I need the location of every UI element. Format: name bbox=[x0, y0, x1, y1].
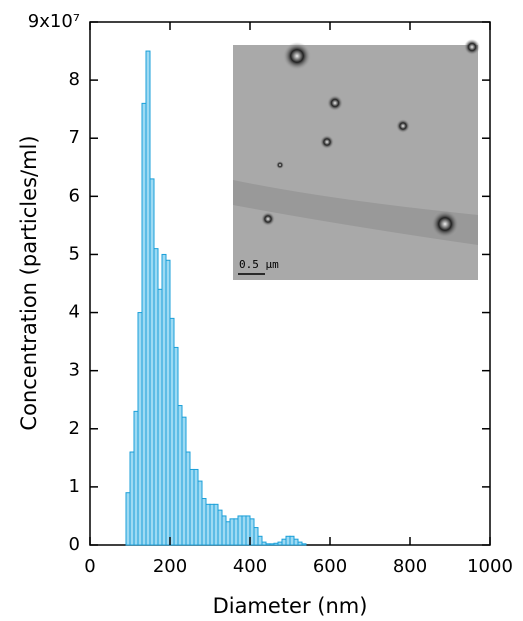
inset-image: 0.5 μm bbox=[233, 39, 480, 280]
bar bbox=[189, 468, 195, 546]
bar bbox=[133, 410, 139, 546]
bar bbox=[281, 538, 287, 546]
bar bbox=[129, 451, 135, 546]
y-tick-label: 3 bbox=[69, 360, 80, 381]
y-tick-label: 5 bbox=[69, 243, 80, 264]
y-tick-label: 4 bbox=[69, 302, 80, 323]
bar bbox=[229, 518, 235, 546]
bar bbox=[137, 312, 143, 546]
scale-bar-label: 0.5 μm bbox=[239, 258, 279, 271]
x-tick-label: 0 bbox=[84, 556, 95, 577]
bar bbox=[181, 416, 187, 546]
bar bbox=[265, 543, 271, 546]
x-tick-label: 200 bbox=[153, 556, 187, 577]
bar bbox=[273, 542, 279, 546]
x-tick-label: 400 bbox=[233, 556, 267, 577]
bar bbox=[157, 288, 163, 546]
bar bbox=[141, 102, 147, 546]
y-tick-label: 7 bbox=[69, 127, 80, 148]
y-tick-label: 2 bbox=[69, 418, 80, 439]
y-axis-title: Concentration (particles/ml) bbox=[17, 135, 41, 430]
bar bbox=[225, 521, 231, 546]
bar bbox=[177, 405, 183, 546]
bar bbox=[209, 503, 215, 546]
y-tick-label: 0 bbox=[69, 534, 80, 555]
bar bbox=[301, 543, 307, 546]
x-tick-label: 800 bbox=[393, 556, 427, 577]
x-tick-label: 600 bbox=[313, 556, 347, 577]
bar bbox=[197, 480, 203, 546]
bar bbox=[193, 468, 199, 546]
bar bbox=[205, 503, 211, 546]
x-axis-title: Diameter (nm) bbox=[213, 594, 368, 618]
bar bbox=[221, 515, 227, 546]
x-tick-label: 1000 bbox=[467, 556, 513, 577]
bar bbox=[237, 515, 243, 546]
bar bbox=[213, 503, 219, 546]
y-tick-label: 1 bbox=[69, 476, 80, 497]
bar bbox=[125, 492, 131, 546]
bar bbox=[173, 346, 179, 546]
bar bbox=[201, 498, 207, 546]
bar bbox=[149, 178, 155, 546]
y-tick-label: 9x10⁷ bbox=[28, 11, 80, 32]
bar bbox=[293, 538, 299, 546]
bar bbox=[169, 317, 175, 546]
bar bbox=[185, 451, 191, 546]
bar bbox=[261, 541, 267, 546]
bar bbox=[297, 541, 303, 546]
bar bbox=[145, 50, 151, 546]
bar bbox=[153, 248, 159, 546]
bar bbox=[233, 518, 239, 546]
bar bbox=[285, 535, 291, 546]
bar bbox=[269, 543, 275, 546]
y-tick-label: 8 bbox=[69, 69, 80, 90]
bar bbox=[253, 527, 259, 546]
bar bbox=[289, 535, 295, 546]
bar bbox=[277, 541, 283, 546]
y-tick-label: 6 bbox=[69, 185, 80, 206]
bar bbox=[217, 509, 223, 546]
bar bbox=[257, 535, 263, 546]
bar bbox=[165, 259, 171, 546]
bar bbox=[241, 515, 247, 546]
bar bbox=[161, 253, 167, 546]
